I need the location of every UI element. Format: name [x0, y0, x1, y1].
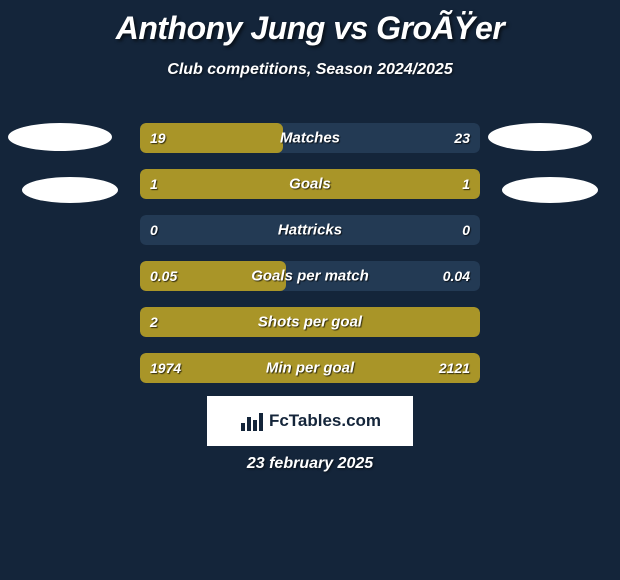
brand-badge: FcTables.com [207, 396, 413, 446]
stat-label: Shots per goal [258, 314, 362, 331]
player-oval [22, 177, 118, 203]
page-title: Anthony Jung vs GroÃŸer [0, 0, 620, 47]
player-oval [488, 123, 592, 151]
stat-value-right: 2121 [439, 360, 470, 376]
stat-label: Goals per match [251, 268, 369, 285]
stat-row: 2 Shots per goal [140, 307, 480, 337]
stat-row: 0.05 Goals per match 0.04 [140, 261, 480, 291]
stat-value-left: 1974 [150, 360, 181, 376]
stat-label: Min per goal [266, 360, 354, 377]
player-oval [8, 123, 112, 151]
stat-row: 1974 Min per goal 2121 [140, 353, 480, 383]
stat-value-right: 0 [462, 222, 470, 238]
stat-label: Goals [289, 176, 331, 193]
subtitle: Club competitions, Season 2024/2025 [0, 61, 620, 79]
stat-value-left: 0 [150, 222, 158, 238]
stat-value-right: 0.04 [443, 268, 470, 284]
player-oval [502, 177, 598, 203]
stat-value-left: 0.05 [150, 268, 177, 284]
stat-label: Matches [280, 130, 340, 147]
date-label: 23 february 2025 [247, 455, 373, 473]
stat-value-left: 2 [150, 314, 158, 330]
stat-value-right: 1 [462, 176, 470, 192]
stat-row: 19 Matches 23 [140, 123, 480, 153]
stat-label: Hattricks [278, 222, 342, 239]
stat-value-left: 1 [150, 176, 158, 192]
stat-row: 1 Goals 1 [140, 169, 480, 199]
stat-value-left: 19 [150, 130, 166, 146]
stat-row: 0 Hattricks 0 [140, 215, 480, 245]
bar-chart-icon [239, 411, 263, 431]
brand-text: FcTables.com [269, 411, 381, 431]
stats-container: 19 Matches 23 1 Goals 1 0 Hattricks 0 0.05 Goals p… [140, 123, 480, 399]
stat-value-right: 23 [454, 130, 470, 146]
